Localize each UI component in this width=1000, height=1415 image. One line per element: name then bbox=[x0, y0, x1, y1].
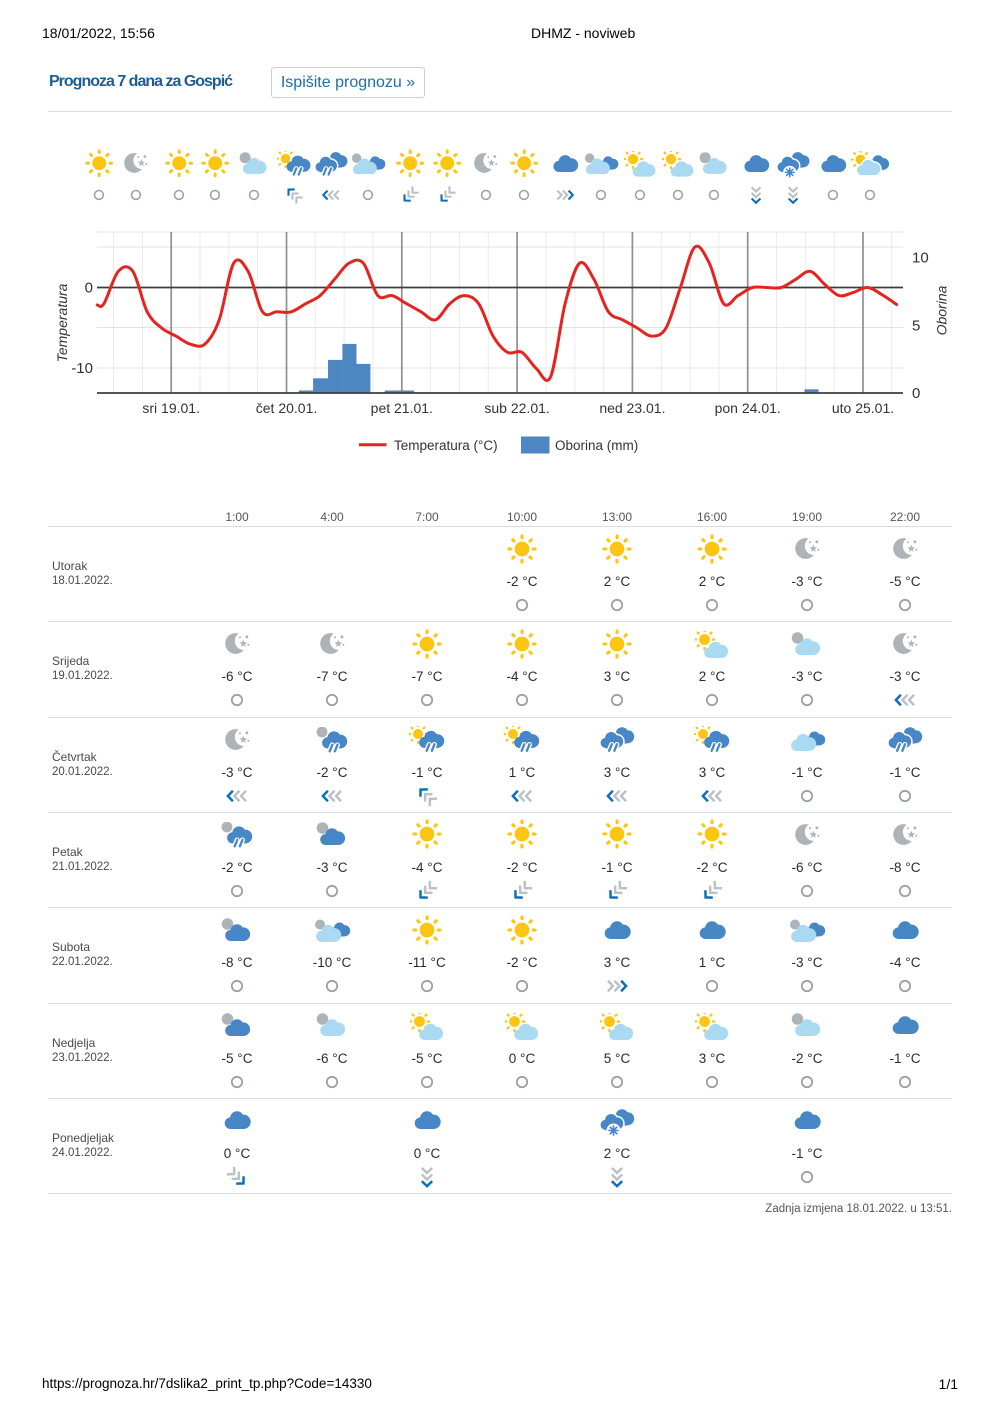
svg-text:5: 5 bbox=[912, 318, 920, 335]
svg-text:Temperatura (°C): Temperatura (°C) bbox=[394, 438, 498, 453]
svg-text:Oborina (mm): Oborina (mm) bbox=[555, 438, 638, 453]
svg-text:pet 21.01.: pet 21.01. bbox=[371, 400, 433, 416]
svg-text:ned 23.01.: ned 23.01. bbox=[599, 400, 665, 416]
svg-text:pon 24.01.: pon 24.01. bbox=[715, 400, 781, 416]
svg-text:sri 19.01.: sri 19.01. bbox=[142, 400, 200, 416]
svg-text:čet 20.01.: čet 20.01. bbox=[256, 400, 318, 416]
svg-text:uto 25.01.: uto 25.01. bbox=[832, 400, 894, 416]
svg-text:0: 0 bbox=[912, 385, 920, 402]
svg-text:Oborina: Oborina bbox=[934, 285, 950, 335]
svg-text:sub 22.01.: sub 22.01. bbox=[484, 400, 549, 416]
svg-text:-10: -10 bbox=[71, 360, 93, 377]
svg-text:0: 0 bbox=[85, 280, 93, 297]
svg-text:Temperatura: Temperatura bbox=[54, 283, 70, 362]
svg-text:10: 10 bbox=[912, 249, 929, 266]
